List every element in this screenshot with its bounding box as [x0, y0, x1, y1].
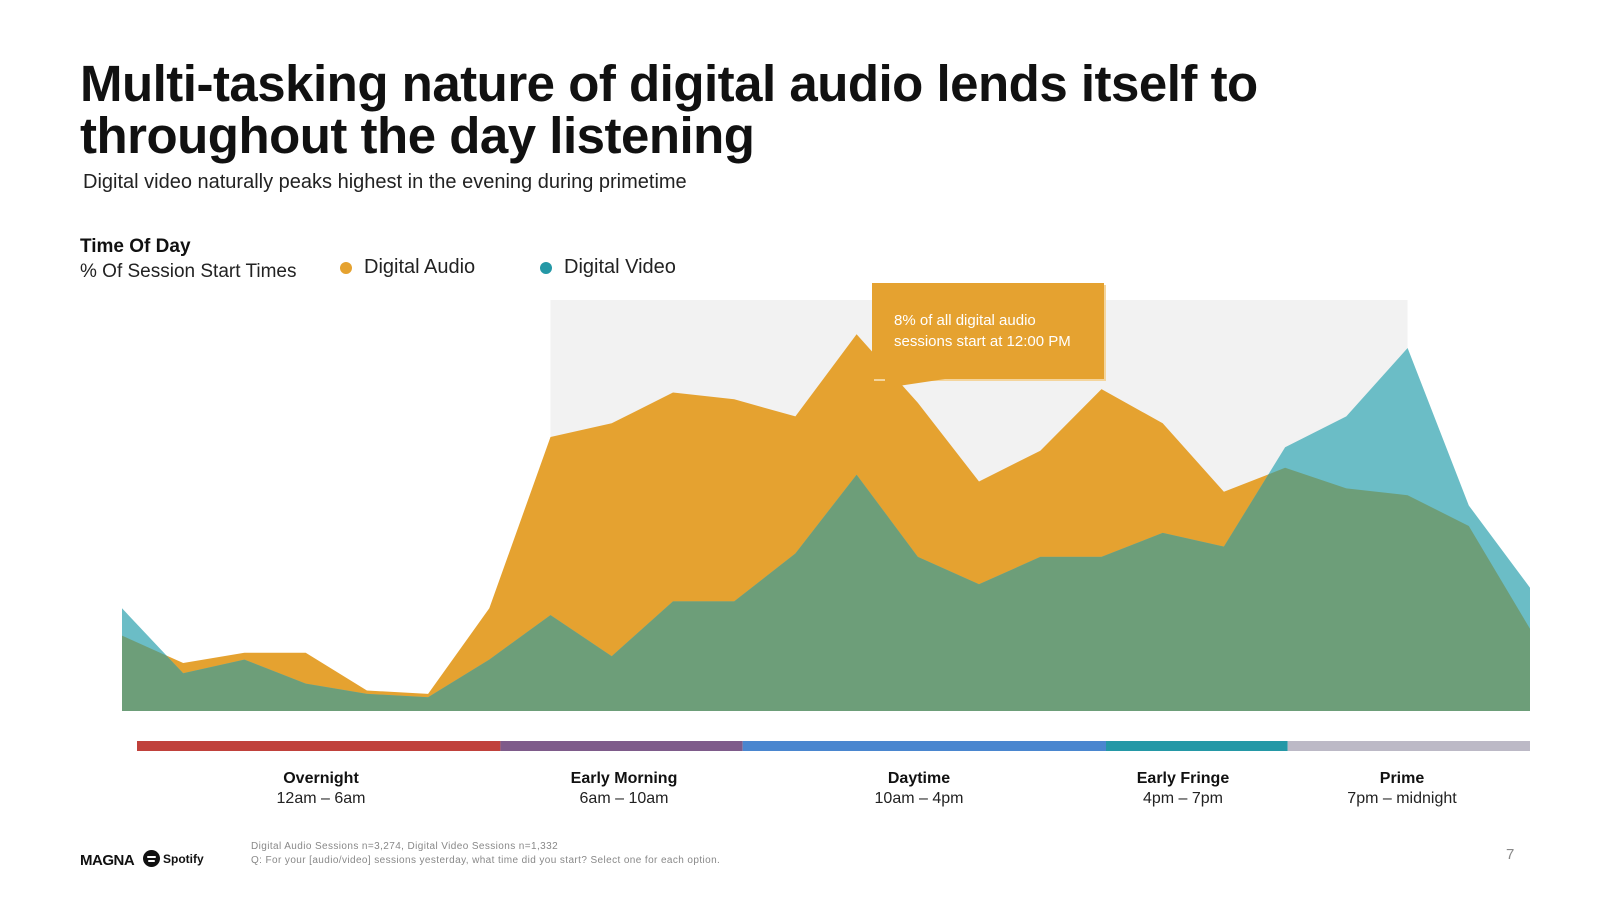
legend-dot-video-icon: [540, 261, 552, 274]
daypart-label-overnight: Overnight 12am – 6am: [201, 770, 441, 808]
daypart-range: 4pm – 7pm: [1142, 790, 1224, 807]
spotify-logo: Spotify: [143, 850, 204, 867]
daypart-range: 10am – 4pm: [874, 790, 964, 807]
daypart-range: 12am – 6am: [276, 790, 366, 807]
legend-label-audio: Digital Audio: [364, 256, 476, 278]
callout-text: 8% of all digital audio sessions start a…: [894, 312, 1071, 350]
daypart-name: Early Morning: [570, 770, 678, 787]
daypart-range: 6am – 10am: [579, 790, 669, 807]
daypart-label-daytime: Daytime 10am – 4pm: [799, 770, 1039, 808]
daypart-name: Daytime: [887, 770, 951, 787]
callout-box: 8% of all digital audio sessions start a…: [872, 283, 1104, 379]
legend-item-digital-video: Digital Video: [540, 256, 676, 279]
footnote-question: Q: For your [audio/video] sessions yeste…: [251, 855, 721, 866]
daypart-name: Overnight: [283, 770, 359, 787]
legend-label-video: Digital Video: [564, 256, 676, 278]
magna-logo: MAGNA: [80, 852, 135, 869]
legend-subtitle: % Of Session Start Times: [80, 261, 297, 282]
daypart-bar-early-fringe: [1106, 741, 1288, 751]
spotify-wordmark: Spotify: [163, 851, 204, 866]
legend-item-digital-audio: Digital Audio: [340, 256, 475, 279]
daypart-label-early-morning: Early Morning 6am – 10am: [504, 770, 744, 808]
callout-pointer: [885, 376, 965, 388]
slide-subtitle: Digital video naturally peaks highest in…: [83, 171, 687, 193]
daypart-label-early-fringe: Early Fringe 4pm – 7pm: [1063, 770, 1303, 808]
page-number: 7: [1506, 846, 1515, 863]
daypart-bar-prime: [1287, 741, 1530, 751]
daypart-bar-daytime: [742, 741, 1107, 751]
spotify-icon: [143, 850, 160, 867]
footnote-sample-size: Digital Audio Sessions n=3,274, Digital …: [251, 841, 559, 852]
daypart-bar-overnight: [137, 741, 501, 751]
daypart-name: Prime: [1379, 770, 1425, 787]
slide-title: Multi-tasking nature of digital audio le…: [80, 55, 1258, 164]
daypart-bar-early-morning: [500, 741, 743, 751]
daypart-label-prime: Prime 7pm – midnight: [1282, 770, 1522, 808]
series-overlap-area: [122, 467, 1530, 711]
daypart-range: 7pm – midnight: [1347, 790, 1457, 807]
legend-dot-audio-icon: [340, 261, 352, 274]
legend-title: Time Of Day: [80, 236, 191, 257]
daypart-name: Early Fringe: [1136, 770, 1230, 787]
